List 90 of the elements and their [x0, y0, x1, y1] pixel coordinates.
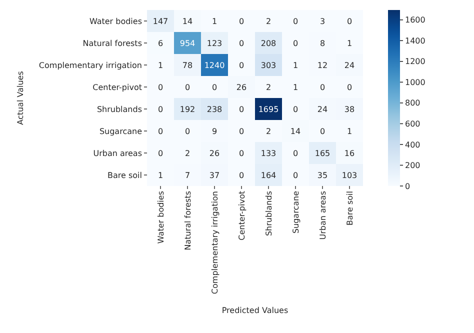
- data-label: 1695: [258, 104, 279, 114]
- data-label: 0: [158, 148, 164, 158]
- color-bar-label: 1400: [405, 36, 426, 46]
- data-label: 0: [238, 60, 244, 70]
- x-tick-label: Center-pivot: [237, 191, 246, 240]
- data-label: 0: [320, 82, 326, 92]
- data-label: 37: [209, 170, 220, 180]
- x-axis-title: Predicted Values: [222, 306, 288, 315]
- data-label: 238: [206, 104, 222, 114]
- data-label: 164: [260, 170, 276, 180]
- data-label: 14: [182, 16, 193, 26]
- x-tick-label: Sugarcane: [291, 190, 300, 234]
- data-label: 0: [292, 148, 298, 158]
- y-tick-label: Complementary irrigation: [38, 60, 142, 70]
- data-label: 26: [236, 82, 247, 92]
- data-label: 123: [206, 38, 222, 48]
- data-label: 1: [346, 126, 352, 136]
- data-label: 0: [238, 126, 244, 136]
- data-label: 0: [346, 82, 352, 92]
- data-label: 1: [292, 60, 298, 70]
- data-label: 24: [344, 60, 355, 70]
- data-label: 6: [158, 38, 164, 48]
- data-label: 26: [209, 148, 220, 158]
- data-label: 38: [344, 104, 355, 114]
- data-label: 0: [238, 16, 244, 26]
- data-label: 0: [292, 104, 298, 114]
- x-tick-label: Bare soil: [345, 191, 354, 226]
- y-tick-label: Natural forests: [82, 38, 142, 48]
- data-label: 1: [292, 82, 298, 92]
- y-axis-title: Actual Values: [16, 71, 25, 125]
- data-label: 24: [317, 104, 328, 114]
- data-label: 3: [320, 16, 326, 26]
- data-label: 0: [238, 170, 244, 180]
- data-label: 0: [158, 126, 164, 136]
- data-label: 35: [317, 170, 328, 180]
- y-tick-label: Bare soil: [108, 170, 142, 180]
- data-label: 0: [238, 148, 244, 158]
- y-tick-label: Water bodies: [89, 16, 142, 26]
- color-bar-label: 600: [405, 120, 420, 128]
- data-label: 1: [158, 170, 164, 180]
- color-bar-label: 0: [405, 182, 410, 191]
- data-label: 208: [260, 38, 276, 48]
- data-label: 14: [290, 126, 301, 136]
- data-label: 0: [292, 16, 298, 26]
- color-bar-label: 200: [405, 161, 420, 170]
- data-label: 2: [266, 16, 272, 26]
- color-bar-label: 800: [405, 98, 420, 108]
- data-label: 147: [152, 16, 168, 26]
- x-tick-label: Shrublands: [264, 191, 274, 236]
- data-label: 0: [320, 126, 326, 136]
- data-label: 133: [260, 148, 276, 158]
- y-tick-label: Urban areas: [93, 148, 142, 158]
- data-label: 7: [184, 170, 190, 180]
- data-label: 1: [158, 60, 164, 70]
- data-label: 0: [184, 82, 190, 92]
- data-label: 954: [180, 38, 196, 48]
- data-label: 0: [238, 104, 244, 114]
- data-label: 192: [180, 104, 196, 114]
- data-label: 0: [346, 16, 352, 26]
- y-tick-label: Shrublands: [96, 104, 142, 114]
- data-label: 0: [292, 170, 298, 180]
- data-label: 1: [346, 38, 352, 48]
- color-bar-label: 1000: [405, 78, 426, 87]
- data-label: 0: [212, 82, 218, 92]
- x-tick-label: Complementary irrigation: [210, 191, 220, 294]
- data-label: 0: [184, 126, 190, 136]
- data-label: 78: [182, 60, 193, 70]
- data-label: 8: [320, 38, 326, 48]
- x-tick-label: Urban areas: [318, 191, 328, 240]
- data-label: 0: [158, 82, 164, 92]
- y-tick-label: Center-pivot: [92, 82, 142, 92]
- data-label: 1: [212, 16, 218, 26]
- data-label: 12: [317, 60, 328, 70]
- data-label: 1240: [204, 60, 225, 70]
- data-label: 0: [158, 104, 164, 114]
- data-label: 2: [184, 148, 190, 158]
- data-label: 303: [260, 60, 276, 70]
- data-label: 0: [292, 38, 298, 48]
- data-label: 0: [238, 38, 244, 48]
- color-bar-label: 1200: [405, 57, 426, 66]
- data-label: 165: [314, 148, 330, 158]
- data-label: 2: [266, 126, 272, 136]
- data-label: 103: [342, 170, 358, 180]
- data-label: 2: [266, 82, 272, 92]
- color-bar-label: 400: [405, 140, 420, 150]
- data-label: 16: [344, 148, 355, 158]
- data-label: 9: [212, 126, 218, 136]
- y-tick-label: Sugarcane: [99, 126, 142, 136]
- x-tick-label: Natural forests: [183, 191, 192, 250]
- color-bar-label: 1600: [405, 16, 426, 25]
